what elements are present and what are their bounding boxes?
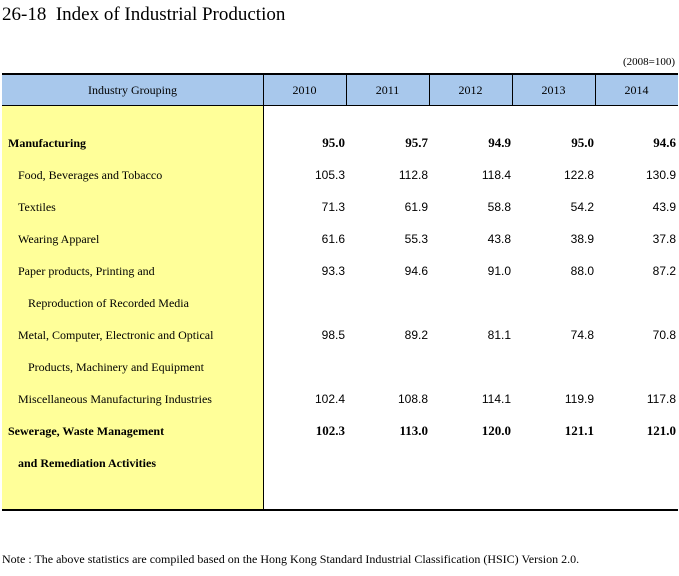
- index-table: Industry Grouping 2010 2011 2012 2013 20…: [2, 73, 678, 511]
- table-row: Reproduction of Recorded Media: [2, 287, 678, 319]
- label-column-divider: [263, 106, 264, 510]
- row-value-2014: 130.9: [645, 168, 676, 182]
- row-label: and Remediation Activities: [18, 456, 156, 470]
- row-value-2013: 121.1: [564, 423, 594, 438]
- header-industry-grouping: Industry Grouping: [88, 83, 177, 97]
- row-value-2014: [596, 287, 676, 319]
- row-value-2012: 43.8: [487, 232, 511, 246]
- header-divider: [512, 75, 513, 106]
- table-row: Food, Beverages and Tobacco 105.3 112.8 118…: [2, 159, 678, 191]
- row-value-2013: [514, 287, 594, 319]
- header-divider: [346, 75, 347, 106]
- row-value-2010: 102.4: [314, 392, 345, 406]
- row-label: Metal, Computer, Electronic and Optical: [18, 328, 214, 342]
- row-value-2012: 114.1: [481, 392, 511, 406]
- row-value-2012: 91.0: [487, 264, 511, 278]
- table-row: Paper products, Printing and 93.3 94.6 91.0…: [2, 255, 678, 287]
- row-value-2011: [348, 447, 428, 479]
- row-value-2014: [596, 447, 676, 479]
- row-value-2013: 54.2: [570, 200, 594, 214]
- row-label: Manufacturing: [8, 136, 86, 150]
- header-year-2013: 2013: [541, 83, 566, 97]
- row-value-2011: 113.0: [399, 423, 428, 438]
- label-column-background: [2, 106, 263, 510]
- table-row: and Remediation Activities: [2, 447, 678, 479]
- table-header: Industry Grouping 2010 2011 2012 2013 20…: [2, 73, 678, 106]
- row-label: Products, Machinery and Equipment: [28, 360, 204, 374]
- row-value-2011: 108.8: [397, 392, 428, 406]
- header-divider: [595, 75, 596, 106]
- row-value-2011: [348, 351, 428, 383]
- row-label: Miscellaneous Manufacturing Industries: [18, 392, 212, 406]
- row-value-2012: [431, 351, 511, 383]
- table-bottom-rule: [2, 509, 678, 511]
- row-value-2014: 43.9: [652, 200, 676, 214]
- row-value-2011: 112.8: [398, 168, 428, 182]
- row-value-2010: 102.3: [315, 423, 345, 438]
- row-value-2012: 118.4: [481, 168, 511, 182]
- row-value-2014: 70.8: [652, 328, 676, 342]
- row-value-2010: 95.0: [322, 135, 345, 150]
- row-value-2013: 119.9: [564, 392, 594, 406]
- row-value-2011: 55.3: [404, 232, 428, 246]
- row-value-2011: [348, 287, 428, 319]
- row-label: Food, Beverages and Tobacco: [18, 168, 163, 182]
- table-row: Metal, Computer, Electronic and Optical 9…: [2, 319, 678, 351]
- header-divider: [263, 75, 264, 106]
- row-value-2010: [265, 287, 345, 319]
- row-label: Textiles: [18, 200, 56, 214]
- row-value-2014: 117.8: [646, 392, 676, 406]
- table-row: Wearing Apparel 61.6 55.3 43.8 38.9 37.8: [2, 223, 678, 255]
- row-label: Wearing Apparel: [18, 232, 100, 246]
- row-value-2011: 61.9: [404, 200, 428, 214]
- row-value-2014: 94.6: [653, 135, 676, 150]
- row-value-2012: 81.1: [487, 328, 511, 342]
- row-label: Sewerage, Waste Management: [8, 424, 165, 438]
- header-year-2014: 2014: [624, 83, 649, 97]
- table-row: Manufacturing 95.0 95.7 94.9 95.0 94.6: [2, 127, 678, 159]
- row-value-2010: 98.5: [321, 328, 345, 342]
- row-value-2010: 71.3: [321, 200, 345, 214]
- row-value-2014: 121.0: [646, 423, 676, 438]
- row-value-2011: 94.6: [404, 264, 428, 278]
- footnote: Note : The above statistics are compiled…: [2, 552, 580, 566]
- table-row: Sewerage, Waste Management 102.3 113.0 120.…: [2, 415, 678, 447]
- row-value-2010: [265, 447, 345, 479]
- row-value-2013: 88.0: [570, 264, 594, 278]
- row-value-2012: 58.8: [487, 200, 511, 214]
- row-value-2013: [514, 447, 594, 479]
- base-year-note: (2008=100): [622, 56, 675, 68]
- table-row: Products, Machinery and Equipment: [2, 351, 678, 383]
- header-year-2010: 2010: [292, 83, 317, 97]
- row-value-2012: [431, 447, 511, 479]
- row-value-2010: [265, 351, 345, 383]
- row-value-2013: 95.0: [571, 135, 594, 150]
- row-value-2014: 87.2: [652, 264, 676, 278]
- row-label: Paper products, Printing and: [18, 264, 155, 278]
- page-title: 26-18 Index of Industrial Production: [2, 4, 286, 25]
- table-row: Textiles 71.3 61.9 58.8 54.2 43.9: [2, 191, 678, 223]
- row-value-2014: [596, 351, 676, 383]
- row-label: Reproduction of Recorded Media: [28, 296, 189, 310]
- row-value-2010: 93.3: [321, 264, 345, 278]
- row-value-2012: 94.9: [488, 135, 511, 150]
- row-value-2014: 37.8: [652, 232, 676, 246]
- row-value-2013: 74.8: [570, 328, 594, 342]
- row-value-2011: 89.2: [404, 328, 428, 342]
- row-value-2010: 61.6: [321, 232, 345, 246]
- row-value-2013: 122.8: [563, 168, 594, 182]
- table-row: Miscellaneous Manufacturing Industries 10…: [2, 383, 678, 415]
- header-divider: [429, 75, 430, 106]
- row-value-2013: [514, 351, 594, 383]
- row-value-2012: 120.0: [481, 423, 511, 438]
- row-value-2010: 105.3: [314, 168, 345, 182]
- header-year-2012: 2012: [458, 83, 483, 97]
- header-year-2011: 2011: [375, 83, 400, 97]
- row-value-2012: [431, 287, 511, 319]
- row-value-2011: 95.7: [405, 135, 428, 150]
- row-value-2013: 38.9: [570, 232, 594, 246]
